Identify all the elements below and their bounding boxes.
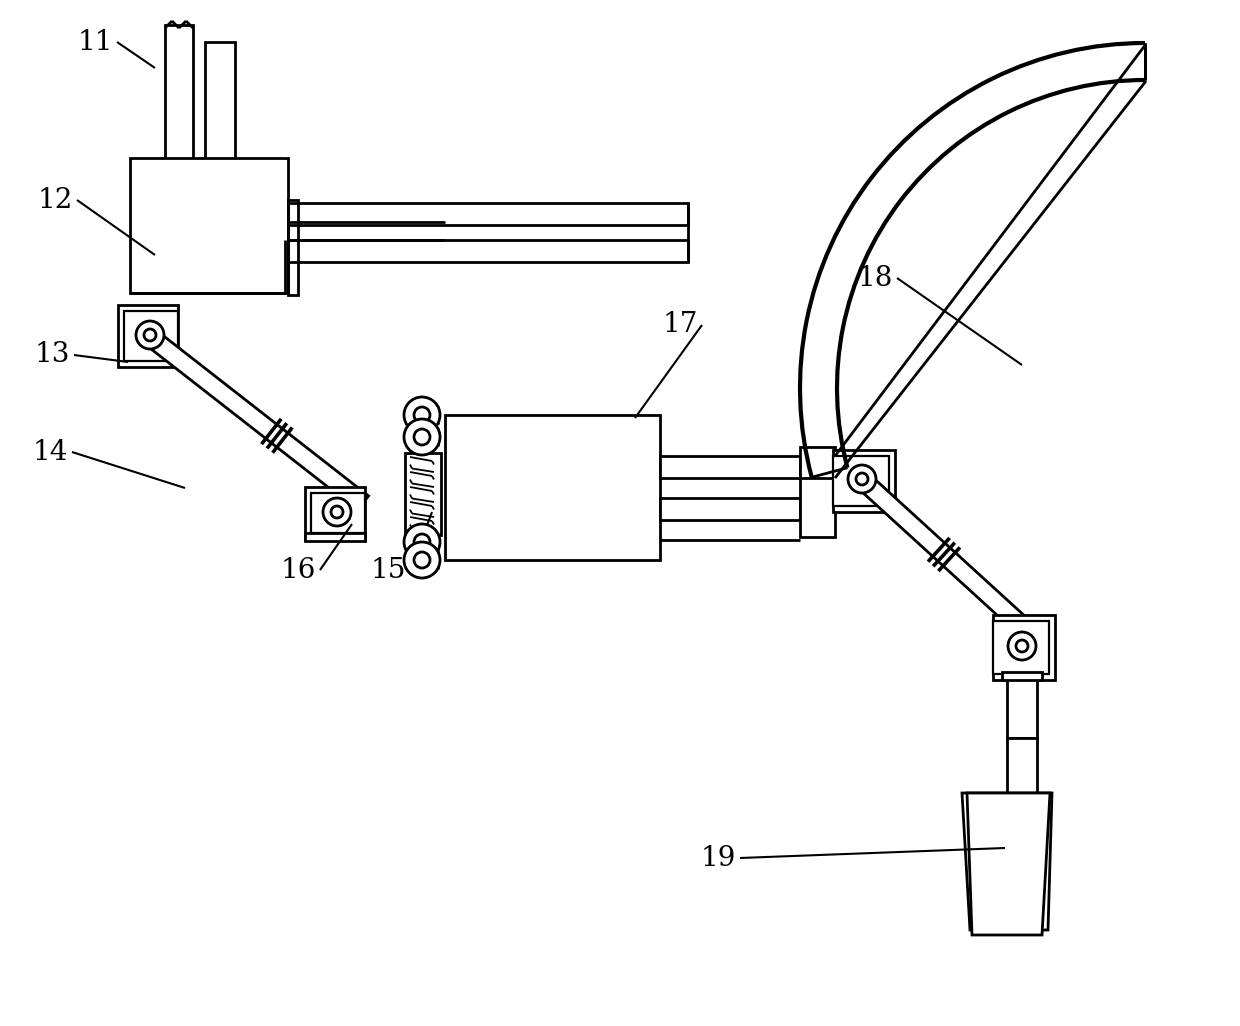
Bar — [118, 305, 179, 367]
Circle shape — [414, 534, 430, 550]
Text: 12: 12 — [37, 187, 73, 213]
Text: 13: 13 — [35, 342, 69, 368]
Bar — [1002, 672, 1042, 680]
Polygon shape — [967, 793, 1050, 935]
Bar — [833, 450, 895, 512]
Bar — [165, 25, 193, 160]
Bar — [1007, 738, 1037, 793]
Circle shape — [144, 329, 156, 341]
Polygon shape — [864, 480, 1024, 629]
Bar — [833, 456, 889, 506]
Bar — [445, 415, 660, 560]
Circle shape — [414, 407, 430, 423]
Text: 19: 19 — [701, 844, 735, 871]
Circle shape — [404, 397, 440, 433]
Bar — [405, 453, 441, 535]
Text: 14: 14 — [32, 438, 68, 466]
Circle shape — [414, 552, 430, 568]
Circle shape — [322, 498, 351, 526]
Bar — [800, 447, 835, 537]
Bar — [288, 240, 688, 262]
Circle shape — [404, 542, 440, 578]
Circle shape — [1008, 632, 1035, 660]
Bar — [993, 615, 1055, 680]
Bar — [205, 42, 236, 160]
Circle shape — [136, 321, 164, 349]
Bar — [130, 158, 288, 293]
Polygon shape — [153, 336, 368, 510]
Bar — [124, 311, 179, 361]
Circle shape — [414, 429, 430, 445]
Text: 16: 16 — [280, 556, 316, 584]
Bar — [288, 203, 688, 225]
Bar — [288, 200, 298, 295]
Bar — [1007, 678, 1037, 738]
Bar — [660, 456, 800, 478]
Circle shape — [848, 465, 875, 494]
Bar — [311, 494, 365, 532]
Bar — [305, 532, 365, 541]
Bar — [993, 621, 1049, 674]
Circle shape — [856, 473, 868, 485]
Text: 11: 11 — [77, 29, 113, 55]
Polygon shape — [962, 793, 1052, 930]
Text: 18: 18 — [857, 265, 893, 291]
Circle shape — [404, 524, 440, 560]
Circle shape — [1016, 640, 1028, 652]
Bar — [305, 487, 365, 539]
Text: 17: 17 — [662, 312, 698, 339]
Circle shape — [331, 506, 343, 518]
Bar — [660, 498, 800, 520]
Text: 15: 15 — [371, 556, 405, 584]
Circle shape — [404, 419, 440, 455]
